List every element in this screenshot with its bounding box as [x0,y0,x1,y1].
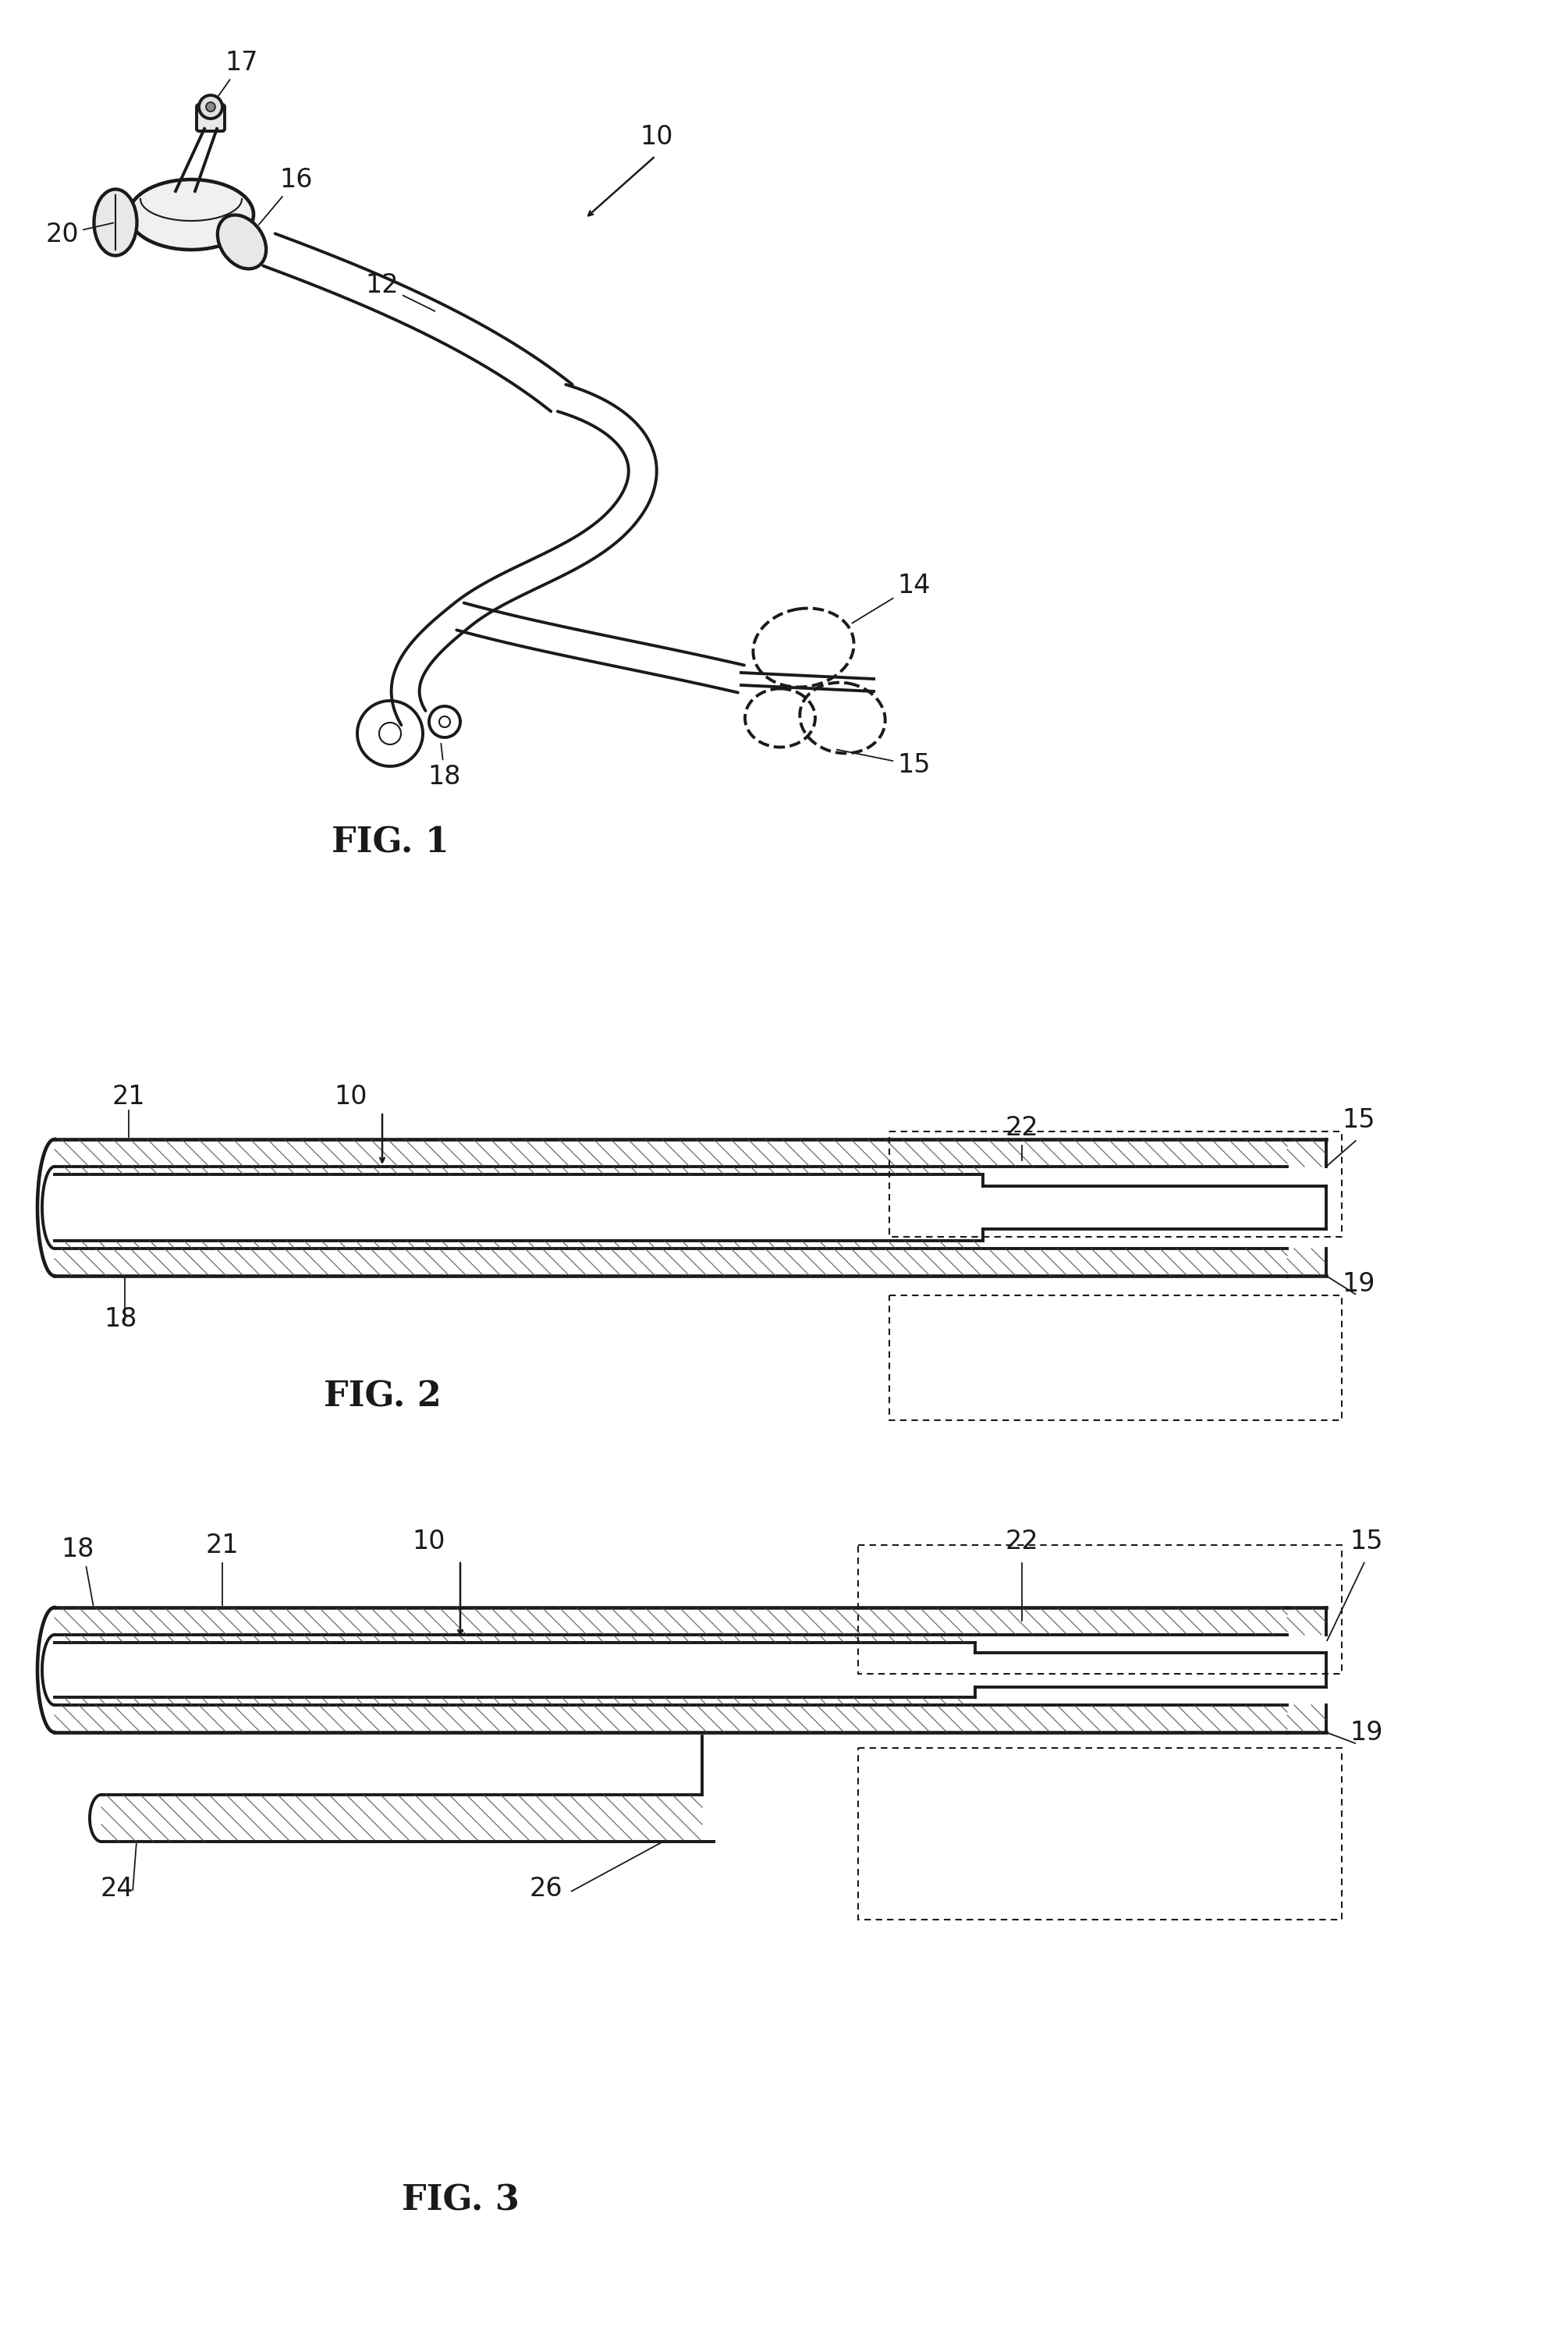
Text: 10: 10 [412,1529,445,1554]
Text: 21: 21 [205,1533,238,1559]
Text: 26: 26 [530,1875,563,1901]
Text: 22: 22 [1005,1114,1038,1140]
FancyBboxPatch shape [196,105,224,131]
Text: FIG. 2: FIG. 2 [323,1381,441,1414]
Text: 19: 19 [1342,1271,1375,1297]
Text: FIG. 1: FIG. 1 [331,826,448,859]
Text: 21: 21 [111,1084,146,1110]
Text: 20: 20 [45,222,113,248]
Ellipse shape [94,190,136,255]
Text: 18: 18 [61,1536,94,1561]
Text: 15: 15 [1342,1107,1375,1133]
Text: 16: 16 [259,166,314,225]
Text: 14: 14 [851,574,930,623]
Ellipse shape [129,180,254,250]
Bar [889,1131,1342,1236]
Circle shape [199,96,223,119]
Text: 18: 18 [428,744,461,789]
Bar [858,1749,1342,1920]
Circle shape [205,103,215,112]
Ellipse shape [218,215,267,269]
Bar [858,1545,1342,1674]
Text: 24: 24 [100,1875,133,1901]
Text: 15: 15 [1350,1529,1383,1554]
Bar [889,1295,1342,1421]
Text: 15: 15 [837,749,930,777]
Text: 19: 19 [1350,1721,1383,1746]
Text: 17: 17 [212,49,259,105]
Text: FIG. 3: FIG. 3 [401,2184,519,2217]
Text: 22: 22 [1005,1529,1038,1554]
Text: 12: 12 [365,272,434,311]
Text: 18: 18 [105,1306,138,1332]
Text: 10: 10 [640,124,673,150]
Text: 10: 10 [334,1084,367,1110]
